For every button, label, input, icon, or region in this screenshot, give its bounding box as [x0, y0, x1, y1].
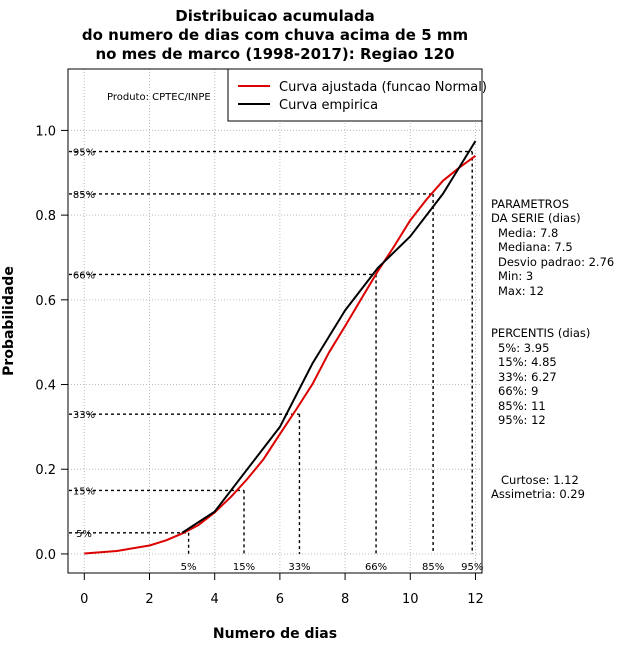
fitted-normal-curve [84, 154, 477, 555]
y-tick-label: 0.6 [35, 294, 56, 309]
legend-label-fitted: Curva ajustada (funcao Normal) [279, 80, 487, 95]
y-tick-label: 1.0 [35, 124, 56, 139]
y-tick-label: 0.8 [35, 209, 56, 224]
param-line: PARAMETROS [491, 197, 569, 211]
x-tick-label: 10 [402, 592, 419, 607]
percentile-bottom-label: 5% [181, 562, 197, 573]
y-tick-label: 0.2 [35, 463, 56, 478]
percentile-bottom-label: 15% [233, 562, 255, 573]
x-tick-label: 2 [145, 592, 153, 607]
plot-frame [67, 68, 483, 574]
param-line: Min: 3 [498, 269, 533, 283]
shape-stats-panel: Curtose: 1.12 Assimetria: 0.29 [491, 473, 585, 501]
skewness-label: Assimetria: 0.29 [491, 487, 585, 501]
legend-label-empirical: Curva empirica [279, 98, 378, 113]
x-tick-label: 12 [467, 592, 484, 607]
x-tick-label: 6 [276, 592, 284, 607]
series-parameters-panel: PARAMETROS DA SERIE (dias) Media: 7.8 Me… [491, 197, 614, 298]
percentis-line: 15%: 4.85 [498, 355, 557, 369]
percentis-line: PERCENTIS (dias) [491, 326, 590, 340]
x-tick-label: 0 [80, 592, 88, 607]
param-line: Media: 7.8 [498, 226, 558, 240]
legend: Curva ajustada (funcao Normal) Curva emp… [227, 68, 487, 122]
percentile-left-label: 95% [73, 148, 95, 159]
y-axis-title: Probabilidade [1, 266, 17, 376]
percentile-left-label: 66% [73, 270, 95, 281]
percentile-left-label: 15% [73, 486, 95, 497]
y-tick-label: 0.4 [35, 379, 56, 394]
param-line: DA SERIE (dias) [491, 211, 581, 225]
percentile-left-label: 5% [76, 529, 92, 540]
x-axis-title: Numero de dias [213, 626, 337, 642]
chart-title-line-1: Distribuicao acumulada [175, 7, 374, 25]
percentis-line: 85%: 11 [498, 399, 546, 413]
percentile-bottom-label: 33% [288, 562, 310, 573]
percentile-left-label: 85% [73, 190, 95, 201]
percentis-line: 33%: 6.27 [498, 370, 557, 384]
percentile-bottom-label: 95% [461, 562, 483, 573]
x-tick-label: 8 [341, 592, 349, 607]
legend-box [227, 68, 483, 122]
param-line: Desvio padrao: 2.76 [498, 255, 614, 269]
percentile-bottom-label: 85% [422, 562, 444, 573]
x-tick-label: 4 [211, 592, 219, 607]
kurtosis-label: Curtose: 1.12 [501, 473, 579, 487]
axes: 0 2 4 6 8 10 12 0.0 0.2 0.4 0.6 0.8 1.0 [35, 124, 483, 607]
grid [68, 69, 482, 573]
percentile-bottom-label: 66% [365, 562, 387, 573]
product-label: Produto: CPTEC/INPE [107, 92, 211, 103]
param-line: Max: 12 [498, 284, 544, 298]
percentiles-panel: PERCENTIS (dias) 5%: 3.95 15%: 4.85 33%:… [491, 326, 590, 427]
chart-title-line-2: do numero de dias com chuva acima de 5 m… [82, 26, 468, 44]
percentile-left-label: 33% [73, 410, 95, 421]
percentile-guides: 5% 5% 15% 15% 33% 33% 66% 66% 85% 85% 95% 95% [69, 148, 483, 573]
percentis-line: 95%: 12 [498, 413, 546, 427]
empirical-curve [181, 140, 477, 534]
y-tick-label: 0.0 [35, 548, 56, 563]
chart-title-line-3: no mes de marco (1998-2017): Regiao 120 [95, 45, 454, 63]
series-lines [84, 140, 477, 555]
percentis-line: 66%: 9 [498, 384, 538, 398]
percentis-line: 5%: 3.95 [498, 341, 549, 355]
param-line: Mediana: 7.5 [498, 240, 573, 254]
